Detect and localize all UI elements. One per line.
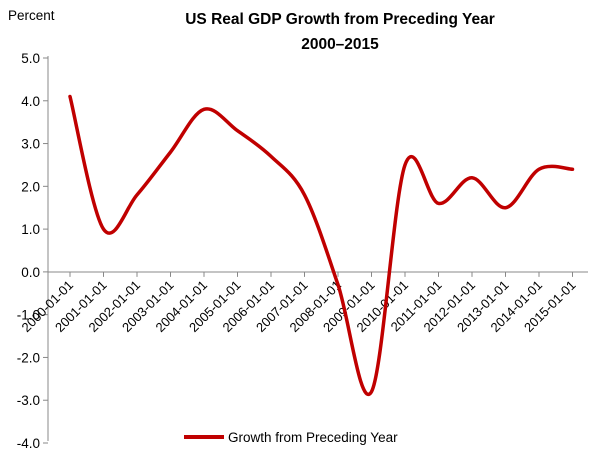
data-point (370, 390, 374, 394)
data-point (504, 206, 508, 210)
data-point (537, 167, 541, 171)
y-tick-label: -4.0 (17, 436, 40, 451)
data-point (135, 193, 139, 197)
data-point (336, 283, 340, 287)
y-tick-label: -2.0 (17, 350, 40, 365)
data-point (470, 176, 474, 180)
data-point (102, 227, 106, 231)
chart-title: US Real GDP Growth from Preceding Year (185, 11, 495, 28)
series-layer (68, 94, 575, 397)
data-point (202, 107, 206, 111)
data-point (169, 150, 173, 154)
data-point (403, 163, 407, 167)
data-point (269, 154, 273, 158)
legend: Growth from Preceding Year (184, 430, 398, 445)
data-point (236, 129, 240, 133)
data-point (437, 201, 441, 205)
y-tick-label: 0.0 (21, 265, 40, 280)
y-tick-label: 2.0 (21, 179, 40, 194)
y-tick-label: 1.0 (21, 222, 40, 237)
x-axis-ticks: 2000-01-012001-01-012002-01-012003-01-01… (18, 271, 579, 335)
y-tick-label: 3.0 (21, 137, 40, 152)
chart-subtitle: 2000–2015 (301, 36, 379, 53)
data-point (303, 193, 307, 197)
y-tick-label: 4.0 (21, 94, 40, 109)
y-tick-label: 5.0 (21, 51, 40, 66)
data-point (68, 95, 72, 99)
y-tick-label: -3.0 (17, 393, 40, 408)
y-tick-label: -1.0 (17, 308, 40, 323)
data-point (571, 167, 575, 171)
y-axis-unit-label: Percent (8, 8, 55, 23)
legend-label: Growth from Preceding Year (228, 430, 398, 445)
series-line (68, 94, 575, 397)
y-axis-ticks: 5.0 4.0 3.0 2.0 1.0 0.0 -1.0 -2.0 -3.0 -4.0 (17, 51, 48, 451)
